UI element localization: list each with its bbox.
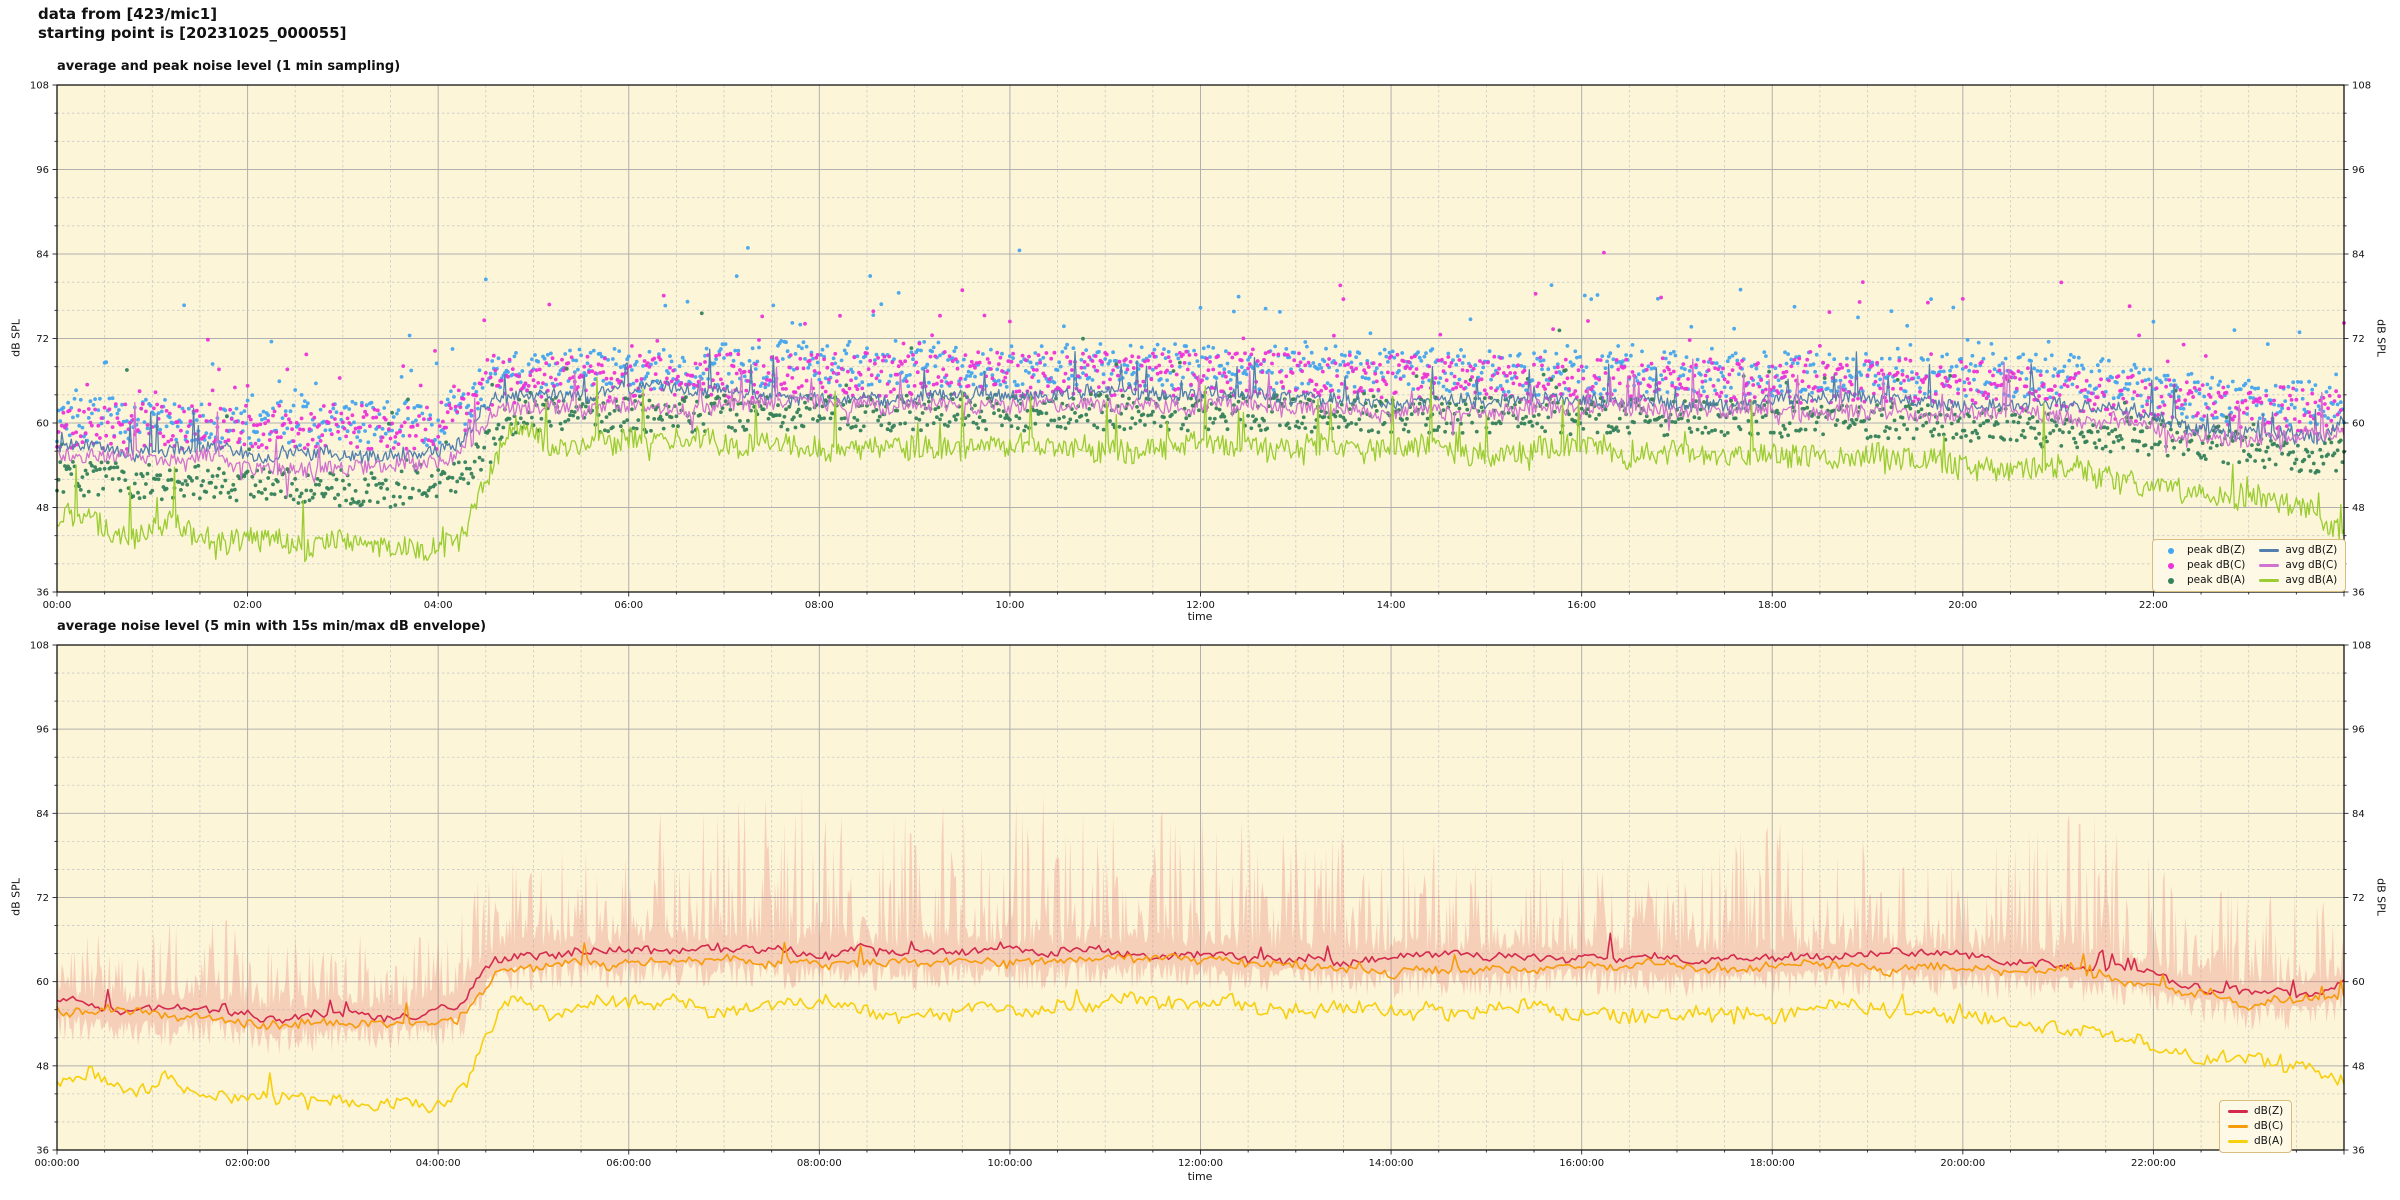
legend-entry: peak dB(Z) — [2161, 543, 2245, 558]
figure-title-line1: data from [423/mic1] — [38, 5, 218, 23]
legend-label: peak dB(A) — [2187, 574, 2246, 586]
y-tick-label-right: 84 — [2352, 809, 2365, 820]
x-tick-label: 00:00:00 — [35, 1158, 80, 1169]
legend-entry: dB(C) — [2228, 1119, 2283, 1134]
legend-line-marker — [2228, 1125, 2248, 1128]
legend-label: avg dB(C) — [2285, 559, 2338, 571]
y-tick-label-right: 60 — [2352, 419, 2365, 430]
x-tick-label: 16:00 — [1567, 600, 1596, 611]
legend-label: avg dB(A) — [2285, 574, 2338, 586]
chart2-title: average noise level (5 min with 15s min/… — [57, 619, 487, 634]
chart2-xlabel: time — [1187, 1170, 1213, 1183]
y-tick-label-right: 108 — [2352, 641, 2371, 652]
x-tick-label: 20:00:00 — [1940, 1158, 1985, 1169]
chart-legend: dB(Z) dB(C) dB(A) — [2219, 1100, 2293, 1153]
y-tick-label-left: 60 — [36, 419, 49, 430]
legend-line-marker — [2228, 1140, 2248, 1143]
figure-title-line2: starting point is [20231025_000055] — [38, 24, 347, 42]
x-tick-label: 10:00 — [996, 600, 1025, 611]
y-tick-label-left: 108 — [30, 81, 49, 92]
y-tick-label-left: 72 — [36, 893, 49, 904]
legend-label: dB(C) — [2254, 1120, 2284, 1132]
x-tick-label: 18:00:00 — [1750, 1158, 1795, 1169]
y-tick-label-right: 36 — [2352, 588, 2365, 599]
y-tick-label-left: 36 — [36, 1146, 49, 1157]
chart1-ylabel-left: dB SPL — [9, 319, 23, 357]
legend-line-marker — [2228, 1110, 2248, 1113]
y-tick-label-left: 96 — [36, 725, 49, 736]
legend-label: peak dB(C) — [2187, 559, 2246, 571]
legend-label: dB(Z) — [2254, 1105, 2284, 1117]
legend-line-marker — [2259, 549, 2280, 552]
y-tick-label-right: 60 — [2352, 977, 2365, 988]
x-tick-label: 22:00:00 — [2131, 1158, 2176, 1169]
y-tick-label-right: 108 — [2352, 81, 2371, 92]
y-tick-label-right: 96 — [2352, 165, 2365, 176]
x-tick-label: 14:00:00 — [1369, 1158, 1414, 1169]
legend-entry: avg dB(A) — [2259, 573, 2337, 588]
y-tick-label-left: 36 — [36, 588, 49, 599]
legend-entry: peak dB(A) — [2161, 573, 2245, 588]
chart2-ylabel-right: dB SPL — [2374, 878, 2388, 916]
x-tick-label: 10:00:00 — [987, 1158, 1032, 1169]
y-tick-label-right: 48 — [2352, 503, 2365, 514]
chart1-xlabel: time — [1187, 610, 1213, 623]
y-tick-label-left: 96 — [36, 165, 49, 176]
legend-label: avg dB(Z) — [2285, 544, 2338, 556]
x-tick-label: 02:00 — [233, 600, 262, 611]
figure-title: data from [423/mic1] starting point is [… — [38, 5, 346, 43]
x-tick-label: 22:00 — [2139, 600, 2168, 611]
legend-label: dB(A) — [2254, 1135, 2284, 1147]
y-tick-label-left: 108 — [30, 641, 49, 652]
y-tick-label-left: 48 — [36, 1061, 49, 1072]
y-tick-label-left: 84 — [36, 250, 49, 261]
y-tick-label-right: 72 — [2352, 893, 2365, 904]
x-tick-label: 08:00 — [805, 600, 834, 611]
y-tick-label-right: 48 — [2352, 1061, 2365, 1072]
y-tick-label-right: 84 — [2352, 250, 2365, 261]
y-tick-label-right: 36 — [2352, 1146, 2365, 1157]
legend-line-marker — [2259, 564, 2280, 567]
legend-line-marker — [2259, 579, 2280, 582]
chart1-ylabel-right: dB SPL — [2374, 319, 2388, 357]
chart1-title: average and peak noise level (1 min samp… — [57, 59, 401, 74]
legend-entry: dB(Z) — [2228, 1104, 2283, 1119]
legend-entry: avg dB(Z) — [2259, 543, 2337, 558]
y-tick-label-right: 96 — [2352, 725, 2365, 736]
chart2-ylabel-left: dB SPL — [9, 878, 23, 916]
y-tick-label-left: 48 — [36, 503, 49, 514]
x-tick-label: 00:00 — [43, 600, 72, 611]
legend-entry: dB(A) — [2228, 1134, 2283, 1149]
x-tick-label: 02:00:00 — [225, 1158, 270, 1169]
y-tick-label-left: 60 — [36, 977, 49, 988]
legend-dot-marker — [2168, 547, 2174, 554]
legend-entry: peak dB(C) — [2161, 558, 2245, 573]
chart-legend: peak dB(Z) peak dB(C) peak dB(A) avg dB(Z) a… — [2152, 539, 2347, 592]
y-tick-label-right: 72 — [2352, 334, 2365, 345]
legend-label: peak dB(Z) — [2187, 544, 2246, 556]
x-tick-label: 04:00 — [424, 600, 453, 611]
y-tick-label-left: 84 — [36, 809, 49, 820]
x-tick-label: 18:00 — [1758, 600, 1787, 611]
x-tick-label: 12:00:00 — [1178, 1158, 1223, 1169]
x-tick-label: 08:00:00 — [797, 1158, 842, 1169]
legend-dot-marker — [2168, 577, 2174, 584]
y-tick-label-left: 72 — [36, 334, 49, 345]
legend-dot-marker — [2168, 562, 2174, 569]
x-tick-label: 12:00 — [1186, 600, 1215, 611]
x-tick-label: 20:00 — [1948, 600, 1977, 611]
x-tick-label: 06:00 — [614, 600, 643, 611]
x-tick-label: 06:00:00 — [606, 1158, 651, 1169]
x-tick-label: 16:00:00 — [1559, 1158, 1604, 1169]
x-tick-label: 14:00 — [1377, 600, 1406, 611]
legend-entry: avg dB(C) — [2259, 558, 2337, 573]
x-tick-label: 04:00:00 — [416, 1158, 461, 1169]
